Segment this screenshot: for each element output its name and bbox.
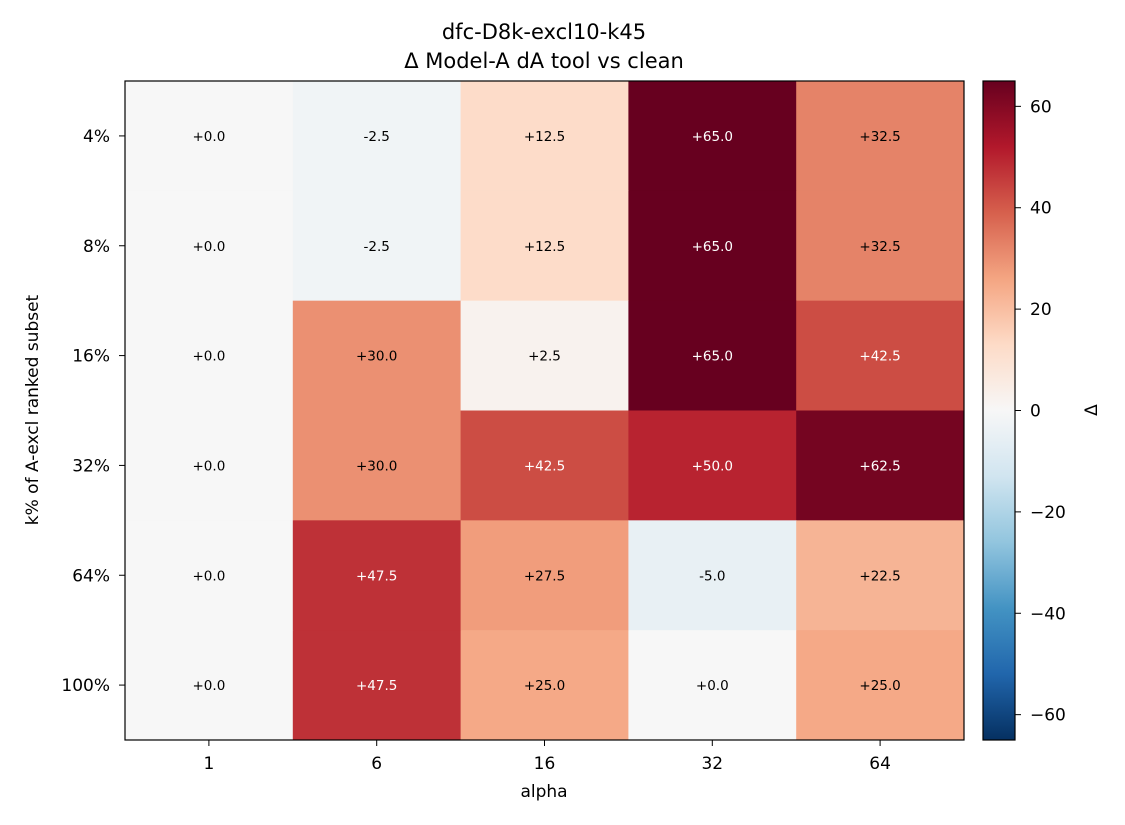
y-tick-label: 32% <box>72 456 110 476</box>
cell-value-label: -2.5 <box>364 129 390 145</box>
heatmap-cell <box>460 81 629 192</box>
cell-value-label: +2.5 <box>528 349 561 365</box>
y-axis-ticks: 4% 8% 16% 32% 64% 100% <box>61 127 125 696</box>
heatmap-cells <box>125 81 965 741</box>
cell-value-label: +42.5 <box>859 349 900 365</box>
cell-value-label: +0.0 <box>193 349 226 365</box>
heatmap-cell <box>125 190 294 302</box>
cell-value-label: +65.0 <box>692 239 733 255</box>
cell-value-label: +32.5 <box>859 129 900 145</box>
cell-value-label: +27.5 <box>524 568 565 584</box>
cell-value-label: -2.5 <box>364 239 390 255</box>
heatmap-cell <box>125 410 294 521</box>
heatmap-cell <box>796 300 965 411</box>
colorbar-tick-label: 40 <box>1030 199 1052 219</box>
cell-value-label: +12.5 <box>524 239 565 255</box>
heatmap-cell <box>796 410 965 521</box>
cell-value-label: +0.0 <box>193 129 226 145</box>
colorbar-tick-label: −40 <box>1030 604 1066 624</box>
cell-value-label: +62.5 <box>859 458 900 474</box>
x-tick-label: 6 <box>371 754 382 774</box>
heatmap-cell <box>796 81 965 192</box>
heatmap-cell <box>460 300 629 411</box>
colorbar-label: Δ <box>1082 404 1102 416</box>
heatmap-cell <box>292 630 462 741</box>
heatmap-cell <box>460 410 629 521</box>
cell-value-label: +50.0 <box>692 458 733 474</box>
heatmap-cell <box>628 190 797 302</box>
heatmap-cell <box>796 630 965 741</box>
x-tick-label: 32 <box>701 754 723 774</box>
colorbar-tick-label: −20 <box>1030 503 1066 523</box>
cell-value-label: +0.0 <box>193 568 226 584</box>
heatmap-cell <box>628 81 797 192</box>
heatmap-cell <box>460 520 629 631</box>
chart-title-line-2: Δ Model-A dA tool vs clean <box>404 49 684 73</box>
y-tick-label: 8% <box>83 237 110 257</box>
colorbar-tick-label: 0 <box>1030 402 1041 422</box>
chart-title-line-1: dfc-D8k-excl10-k45 <box>442 20 646 44</box>
heatmap-cell <box>292 81 462 192</box>
colorbar-tick-label: 60 <box>1030 97 1052 117</box>
y-tick-label: 100% <box>61 676 110 696</box>
colorbar-tick-label: −60 <box>1030 706 1066 726</box>
cell-value-label: +25.0 <box>859 678 900 694</box>
cell-value-label: +0.0 <box>193 678 226 694</box>
cell-value-label: +42.5 <box>524 458 565 474</box>
cell-value-label: +12.5 <box>524 129 565 145</box>
cell-value-label: +47.5 <box>356 678 397 694</box>
y-tick-label: 16% <box>72 347 110 367</box>
colorbar <box>982 80 1016 741</box>
x-tick-label: 1 <box>203 754 214 774</box>
cell-value-label: +32.5 <box>859 239 900 255</box>
heatmap-cell <box>125 630 294 741</box>
heatmap-cell <box>628 300 797 411</box>
x-axis-ticks: 1 6 16 32 64 <box>203 740 891 774</box>
heatmap-cell <box>796 520 965 631</box>
cell-value-label: +25.0 <box>524 678 565 694</box>
x-axis-label: alpha <box>520 782 567 802</box>
heatmap-cell <box>628 520 797 631</box>
colorbar-ticks: 60 40 20 0 −20 −40 −60 <box>1015 97 1066 726</box>
heatmap-cell <box>125 520 294 631</box>
x-tick-label: 16 <box>534 754 556 774</box>
cell-value-label: +22.5 <box>859 568 900 584</box>
cell-value-label: +0.0 <box>193 239 226 255</box>
cell-value-label: -5.0 <box>699 568 725 584</box>
cell-value-label: +47.5 <box>356 568 397 584</box>
cell-value-label: +30.0 <box>356 458 397 474</box>
y-axis-label: k% of A-excl ranked subset <box>23 294 43 525</box>
y-tick-label: 64% <box>72 566 110 586</box>
heatmap-cell <box>628 630 797 741</box>
heatmap-cell <box>292 300 462 411</box>
heatmap-cell <box>292 520 462 631</box>
cell-value-label: +65.0 <box>692 129 733 145</box>
heatmap-cell-labels: +0.0 -2.5 +12.5 +65.0 +32.5 +0.0 -2.5 +12.5 +65.… <box>193 129 901 694</box>
cell-value-label: +30.0 <box>356 349 397 365</box>
cell-value-label: +0.0 <box>696 678 729 694</box>
x-tick-label: 64 <box>869 754 891 774</box>
y-tick-label: 4% <box>83 127 110 147</box>
cell-value-label: +0.0 <box>193 458 226 474</box>
heatmap-cell <box>292 410 462 521</box>
heatmap-cell <box>292 190 462 302</box>
heatmap-cell <box>460 190 629 302</box>
cell-value-label: +65.0 <box>692 349 733 365</box>
heatmap-cell <box>125 300 294 411</box>
heatmap-cell <box>628 410 797 521</box>
heatmap-cell <box>460 630 629 741</box>
heatmap-cell <box>796 190 965 302</box>
heatmap-cell <box>125 81 294 192</box>
colorbar-tick-label: 20 <box>1030 300 1052 320</box>
